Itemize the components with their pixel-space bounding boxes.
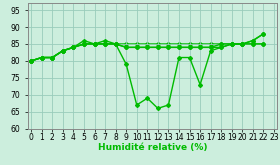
X-axis label: Humidité relative (%): Humidité relative (%) [98, 143, 207, 152]
